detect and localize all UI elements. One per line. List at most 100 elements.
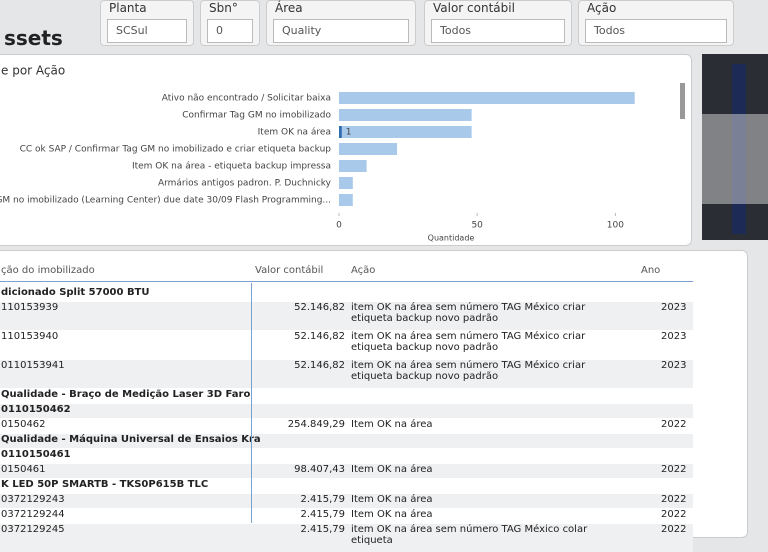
column-header: Valor contábil [255, 265, 324, 276]
cell: 0110153941 [1, 360, 65, 371]
cell: 0110150462 [1, 404, 71, 415]
category-label: Ativo não encontrado / Solicitar baixa [162, 94, 331, 104]
cell: 110153939 [1, 302, 59, 313]
cell: Item OK na área [351, 509, 433, 520]
cell: Qualidade - Braço de Medição Laser 3D Fa… [1, 389, 251, 400]
table-header: ção do imobilizado Valor contábil Ação Ano [0, 265, 693, 282]
cell: 0150462 [1, 419, 46, 430]
filter[interactable]: Área Quality [266, 0, 416, 46]
bar[interactable] [339, 126, 472, 138]
background [702, 114, 768, 204]
table-row[interactable]: 0372129245 2.415,79 item OK na área sem nú… [0, 524, 693, 552]
bar[interactable] [339, 194, 353, 206]
bar[interactable] [339, 143, 398, 155]
filter[interactable]: Valor contábil Todos [424, 0, 572, 46]
category-label: mar Tag GM no imobilizado (Learning Cent… [0, 196, 331, 206]
cell: 2022 [661, 524, 687, 535]
filter-value[interactable]: Quality [273, 19, 409, 43]
cell: Item OK na área [351, 464, 433, 475]
cell: 0150461 [1, 464, 46, 475]
cell: K LED 50P SMARTB - TKS0P615B TLC [1, 479, 209, 490]
category-label: Item OK na área [258, 128, 331, 138]
column-header: ção do imobilizado [1, 265, 95, 276]
cell: 2023 [661, 331, 687, 342]
cell: 2.415,79 [300, 524, 345, 535]
chart-panel: e por Ação Ativo não encontrado / Solici… [0, 54, 692, 246]
table-panel: ção do imobilizado Valor contábil Ação Ano d… [0, 250, 748, 552]
category-label: Item OK na área - etiqueta backup impres… [132, 162, 331, 172]
filter-value[interactable]: SCSul [107, 19, 187, 43]
cell: 52.146,82 [294, 302, 345, 313]
cell: 0110150461 [1, 449, 71, 460]
filter-value[interactable]: Todos [585, 19, 727, 43]
cell: 2022 [661, 419, 687, 430]
cell: 2022 [661, 509, 687, 520]
cell: 2022 [661, 494, 687, 505]
table-row[interactable]: 110153939 52.146,82 item OK na área sem nú… [0, 302, 693, 330]
bar[interactable] [339, 177, 353, 189]
filter-label: Planta [109, 1, 147, 15]
category-label: CC ok SAP / Confirmar Tag GM no imobiliz… [20, 145, 332, 155]
page-title: ssets [4, 26, 63, 50]
table-row[interactable]: Qualidade - Braço de Medição Laser 3D Fa… [0, 389, 693, 403]
filter[interactable]: Sbn° 0 [200, 0, 260, 46]
x-axis-label: Quantidade [428, 234, 475, 243]
cell: 254.849,29 [287, 419, 345, 430]
table-row[interactable]: 0150462 254.849,29 Item OK na área 2022 [0, 419, 693, 433]
filter-value[interactable]: Todos [431, 19, 565, 43]
cell: 0372129245 [1, 524, 65, 535]
column-header: Ano [641, 265, 661, 276]
divider [251, 283, 252, 523]
cell: Item OK na área [351, 494, 433, 505]
column-header: Ação [351, 265, 376, 276]
table-row[interactable]: dicionado Split 57000 BTU [0, 287, 693, 301]
cell: item OK na área sem número TAG México cr… [351, 302, 586, 324]
cell: 52.146,82 [294, 331, 345, 342]
bar[interactable] [339, 109, 472, 121]
table-row[interactable]: Qualidade - Máquina Universal de Ensaios… [0, 434, 693, 448]
table-row[interactable]: 0372129244 2.415,79 Item OK na área 2022 [0, 509, 693, 523]
table-row[interactable]: 110153940 52.146,82 item OK na área sem nú… [0, 331, 693, 359]
data-label: 1 [346, 128, 352, 138]
table: ção do imobilizado Valor contábil Ação Ano d… [0, 251, 693, 552]
cell: Item OK na área [351, 419, 433, 430]
selected-bar [339, 126, 342, 138]
filter-label: Ação [587, 1, 617, 15]
cell: 2.415,79 [300, 509, 345, 520]
cell: 2023 [661, 360, 687, 371]
filter[interactable]: Planta SCSul [100, 0, 194, 46]
cell: dicionado Split 57000 BTU [1, 287, 150, 298]
scrollbar[interactable] [680, 83, 685, 119]
filter-label: Sbn° [209, 1, 238, 15]
image-panel [702, 54, 768, 240]
bar[interactable] [339, 92, 635, 104]
cell: item OK na área sem número TAG México cr… [351, 360, 586, 382]
category-label: Armários antigos padron. P. Duchnicky [158, 179, 332, 189]
filter-label: Valor contábil [433, 1, 515, 15]
x-tick-label: 50 [471, 221, 483, 231]
cell: 98.407,43 [294, 464, 345, 475]
cell: 110153940 [1, 331, 59, 342]
table-row[interactable]: 0110150462 [0, 404, 693, 418]
cell: item OK na área sem número TAG México co… [351, 524, 588, 546]
chart: e por Ação Ativo não encontrado / Solici… [0, 64, 685, 243]
table-row[interactable]: 0150461 98.407,43 Item OK na área 2022 [0, 464, 693, 478]
table-row[interactable]: 0110150461 [0, 449, 693, 463]
cell: 2023 [661, 302, 687, 313]
table-row[interactable]: 0372129243 2.415,79 Item OK na área 2022 [0, 494, 693, 508]
cell: Qualidade - Máquina Universal de Ensaios… [1, 434, 261, 445]
cell: 2022 [661, 464, 687, 475]
filter[interactable]: Ação Todos [578, 0, 734, 46]
table-row[interactable]: 0110153941 52.146,82 item OK na área sem n… [0, 360, 693, 388]
cell: 0372129243 [1, 494, 65, 505]
filter-value[interactable]: 0 [207, 19, 253, 43]
chart-title: e por Ação [1, 64, 65, 78]
category-label: Confirmar Tag GM no imobilizado [182, 111, 331, 121]
x-tick-label: 0 [336, 221, 342, 231]
bar[interactable] [339, 160, 367, 172]
table-row[interactable]: K LED 50P SMARTB - TKS0P615B TLC [0, 479, 693, 493]
cell: 52.146,82 [294, 360, 345, 371]
filter-label: Área [275, 1, 303, 15]
cell: 2.415,79 [300, 494, 345, 505]
